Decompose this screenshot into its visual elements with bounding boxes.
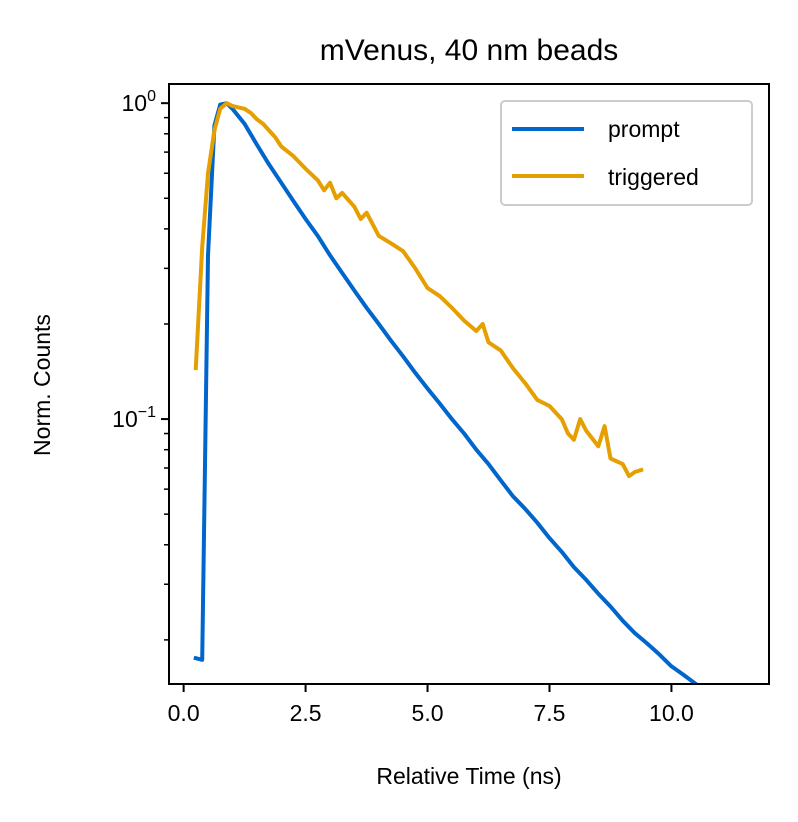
series-line-triggered (193, 101, 644, 479)
series-line-prompt (193, 101, 699, 684)
legend-label-triggered: triggered (608, 164, 699, 190)
x-tick-label: 7.5 (533, 700, 565, 726)
chart-title: mVenus, 40 nm beads (320, 34, 619, 67)
y-tick-label: 100 (122, 88, 157, 116)
x-axis: 0.0 2.5 5.0 7.5 10.0 (168, 684, 694, 726)
x-tick-label: 10.0 (649, 700, 694, 726)
x-axis-label: Relative Time (ns) (376, 763, 561, 789)
x-tick-label: 5.0 (412, 700, 444, 726)
series-layer (193, 101, 699, 684)
y-tick-label: 10−1 (112, 404, 156, 432)
legend-label-prompt: prompt (608, 116, 680, 142)
legend: prompt triggered (500, 100, 753, 206)
x-tick-label: 2.5 (290, 700, 322, 726)
y-axis: 100 10−1 (112, 88, 169, 641)
y-axis-label: Norm. Counts (29, 314, 55, 456)
x-tick-label: 0.0 (168, 700, 200, 726)
plot-frame (168, 83, 770, 685)
plot-area (193, 101, 699, 684)
